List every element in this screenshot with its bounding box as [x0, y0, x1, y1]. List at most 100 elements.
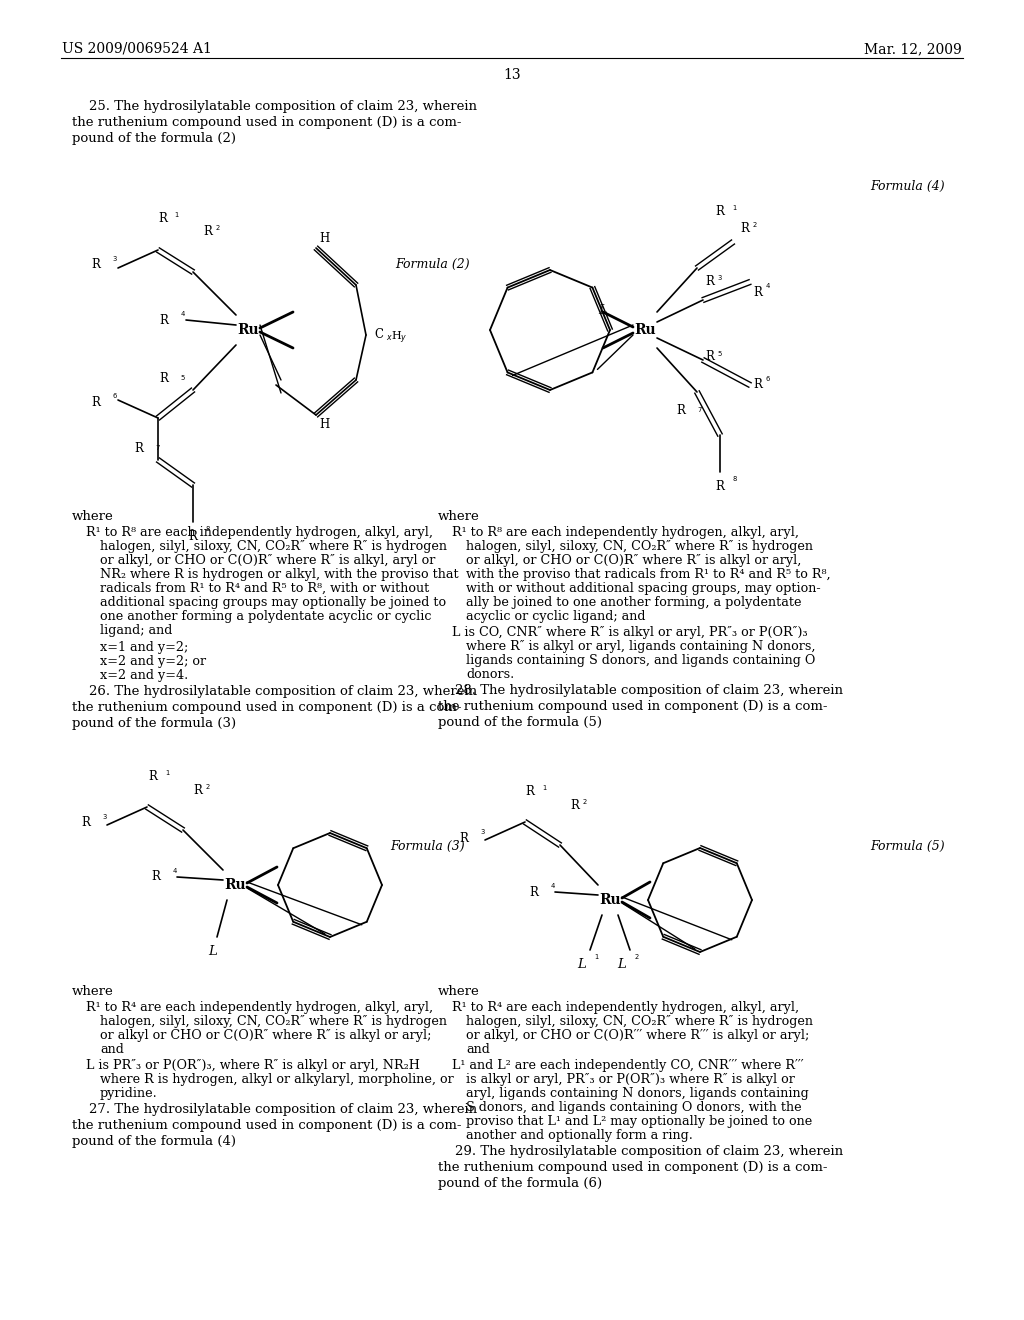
Text: x=1 and y=2;: x=1 and y=2; [100, 642, 188, 653]
Text: pound of the formula (5): pound of the formula (5) [438, 715, 602, 729]
Text: US 2009/0069524 A1: US 2009/0069524 A1 [62, 42, 212, 55]
Text: L is CO, CNR″ where R″ is alkyl or aryl, PR″₃ or P(OR″)₃: L is CO, CNR″ where R″ is alkyl or aryl,… [452, 626, 808, 639]
Text: R: R [148, 770, 158, 783]
Text: R: R [188, 531, 198, 543]
Text: $^{1}$: $^{1}$ [165, 771, 171, 780]
Text: C: C [374, 329, 383, 342]
Text: $^{7}$: $^{7}$ [155, 446, 161, 455]
Text: with the proviso that radicals from R¹ to R⁴ and R⁵ to R⁸,: with the proviso that radicals from R¹ t… [466, 568, 830, 581]
Text: or alkyl, or CHO or C(O)R″ where R″ is alkyl or aryl,: or alkyl, or CHO or C(O)R″ where R″ is a… [466, 554, 802, 568]
Text: radicals from R¹ to R⁴ and R⁵ to R⁸, with or without: radicals from R¹ to R⁴ and R⁵ to R⁸, wit… [100, 582, 429, 595]
Text: halogen, silyl, siloxy, CN, CO₂R″ where R″ is hydrogen: halogen, silyl, siloxy, CN, CO₂R″ where … [466, 540, 813, 553]
Text: L: L [617, 958, 627, 972]
Text: ​28. The hydrosilylatable composition of claim ​23, wherein: ​28. The hydrosilylatable composition of… [438, 684, 843, 697]
Text: Ru: Ru [238, 323, 259, 337]
Text: R: R [716, 205, 724, 218]
Text: $^{6}$: $^{6}$ [765, 378, 771, 387]
Text: where R is hydrogen, alkyl or alkylaryl, morpholine, or: where R is hydrogen, alkyl or alkylaryl,… [100, 1073, 454, 1086]
Text: where: where [438, 985, 480, 998]
Text: is alkyl or aryl, PR″₃ or P(OR″)₃ where R″ is alkyl or: is alkyl or aryl, PR″₃ or P(OR″)₃ where … [466, 1073, 795, 1086]
Text: the ruthenium compound used in component (D) is a com-: the ruthenium compound used in component… [438, 700, 827, 713]
Text: R: R [81, 817, 90, 829]
Text: Formula (3): Formula (3) [390, 840, 465, 853]
Text: R: R [203, 224, 212, 238]
Text: 13: 13 [503, 69, 521, 82]
Text: $^{4}$: $^{4}$ [172, 870, 178, 879]
Text: or alkyl, or CHO or C(O)R″ where R″ is alkyl, aryl or: or alkyl, or CHO or C(O)R″ where R″ is a… [100, 554, 435, 568]
Text: Ru: Ru [634, 323, 655, 337]
Text: L: L [578, 958, 587, 972]
Text: pound of the formula (4): pound of the formula (4) [72, 1135, 236, 1148]
Text: R: R [91, 259, 100, 272]
Text: another and optionally form a ring.: another and optionally form a ring. [466, 1129, 693, 1142]
Text: additional spacing groups may optionally be joined to: additional spacing groups may optionally… [100, 597, 446, 609]
Text: $^{3}$: $^{3}$ [112, 257, 118, 267]
Text: $^{4}$: $^{4}$ [550, 884, 556, 894]
Text: x=2 and y=2; or: x=2 and y=2; or [100, 655, 206, 668]
Text: R: R [753, 379, 762, 392]
Text: donors.: donors. [466, 668, 514, 681]
Text: and: and [100, 1043, 124, 1056]
Text: $_{x}$H$_{y}$: $_{x}$H$_{y}$ [386, 330, 408, 346]
Text: $^{3}$: $^{3}$ [102, 816, 108, 825]
Text: R: R [459, 832, 468, 845]
Text: R: R [159, 314, 168, 326]
Text: R: R [159, 371, 168, 384]
Text: $^{3}$: $^{3}$ [717, 276, 723, 285]
Text: R: R [152, 870, 160, 883]
Text: H: H [319, 418, 330, 432]
Text: halogen, silyl, siloxy, CN, CO₂R″ where R″ is hydrogen: halogen, silyl, siloxy, CN, CO₂R″ where … [100, 540, 447, 553]
Text: R: R [159, 213, 168, 224]
Text: proviso that L¹ and L² may optionally be joined to one: proviso that L¹ and L² may optionally be… [466, 1115, 812, 1129]
Text: S donors, and ligands containing O donors, with the: S donors, and ligands containing O donor… [466, 1101, 802, 1114]
Text: aryl, ligands containing N donors, ligands containing: aryl, ligands containing N donors, ligan… [466, 1086, 809, 1100]
Text: $^{1}$: $^{1}$ [174, 213, 180, 222]
Text: $^{6}$: $^{6}$ [112, 395, 118, 404]
Text: R: R [134, 441, 143, 454]
Text: pyridine.: pyridine. [100, 1086, 158, 1100]
Text: ​26. The hydrosilylatable composition of claim ​23, wherein: ​26. The hydrosilylatable composition of… [72, 685, 477, 698]
Text: Ru: Ru [224, 878, 246, 892]
Text: and: and [466, 1043, 489, 1056]
Text: ​27. The hydrosilylatable composition of claim ​23, wherein: ​27. The hydrosilylatable composition of… [72, 1104, 477, 1115]
Text: ligand; and: ligand; and [100, 624, 172, 638]
Text: $^{3}$: $^{3}$ [480, 830, 485, 840]
Text: halogen, silyl, siloxy, CN, CO₂R″ where R″ is hydrogen: halogen, silyl, siloxy, CN, CO₂R″ where … [100, 1015, 447, 1028]
Text: x=2 and y=4.: x=2 and y=4. [100, 669, 188, 682]
Text: L¹ and L² are each independently CO, CNR′′′ where R′′′: L¹ and L² are each independently CO, CNR… [452, 1059, 804, 1072]
Text: ally be joined to one another forming, a polydentate: ally be joined to one another forming, a… [466, 597, 802, 609]
Text: NR₂ where R is hydrogen or alkyl, with the proviso that: NR₂ where R is hydrogen or alkyl, with t… [100, 568, 459, 581]
Text: $^{7}$: $^{7}$ [697, 408, 702, 417]
Text: $^{4}$: $^{4}$ [180, 313, 186, 322]
Text: where: where [72, 510, 114, 523]
Text: $^{1}$: $^{1}$ [732, 206, 737, 215]
Text: Mar. 12, 2009: Mar. 12, 2009 [864, 42, 962, 55]
Text: R: R [676, 404, 685, 417]
Text: halogen, silyl, siloxy, CN, CO₂R″ where R″ is hydrogen: halogen, silyl, siloxy, CN, CO₂R″ where … [466, 1015, 813, 1028]
Text: $^{4}$: $^{4}$ [765, 285, 771, 293]
Text: $^{2}$: $^{2}$ [752, 223, 758, 232]
Text: R: R [705, 275, 714, 288]
Text: Formula (5): Formula (5) [870, 840, 944, 853]
Text: ligands containing S donors, and ligands containing O: ligands containing S donors, and ligands… [466, 653, 815, 667]
Text: the ruthenium compound used in component (D) is a com-: the ruthenium compound used in component… [72, 701, 462, 714]
Text: R¹ to R⁸ are each independently hydrogen, alkyl, aryl,: R¹ to R⁸ are each independently hydrogen… [86, 525, 433, 539]
Text: 25. The hydrosilylatable composition of claim ​23, wherein: 25. The hydrosilylatable composition of … [72, 100, 477, 114]
Text: Formula (4): Formula (4) [870, 180, 944, 193]
Text: R: R [753, 285, 762, 298]
Text: $^{8}$: $^{8}$ [732, 477, 738, 486]
Text: where R″ is alkyl or aryl, ligands containing N donors,: where R″ is alkyl or aryl, ligands conta… [466, 640, 815, 653]
Text: $^{2}$: $^{2}$ [205, 785, 211, 795]
Text: H: H [319, 232, 330, 246]
Text: R¹ to R⁸ are each independently hydrogen, alkyl, aryl,: R¹ to R⁸ are each independently hydrogen… [452, 525, 799, 539]
Text: pound of the formula (6): pound of the formula (6) [438, 1177, 602, 1191]
Text: $^{1}$: $^{1}$ [594, 954, 600, 964]
Text: where: where [438, 510, 480, 523]
Text: $^{2}$: $^{2}$ [582, 800, 588, 809]
Text: R: R [716, 480, 724, 492]
Text: $^{2}$: $^{2}$ [634, 954, 640, 964]
Text: Formula (2): Formula (2) [395, 257, 470, 271]
Text: one another forming a polydentate acyclic or cyclic: one another forming a polydentate acycli… [100, 610, 431, 623]
Text: $^{1}$: $^{1}$ [542, 785, 548, 795]
Text: where: where [72, 985, 114, 998]
